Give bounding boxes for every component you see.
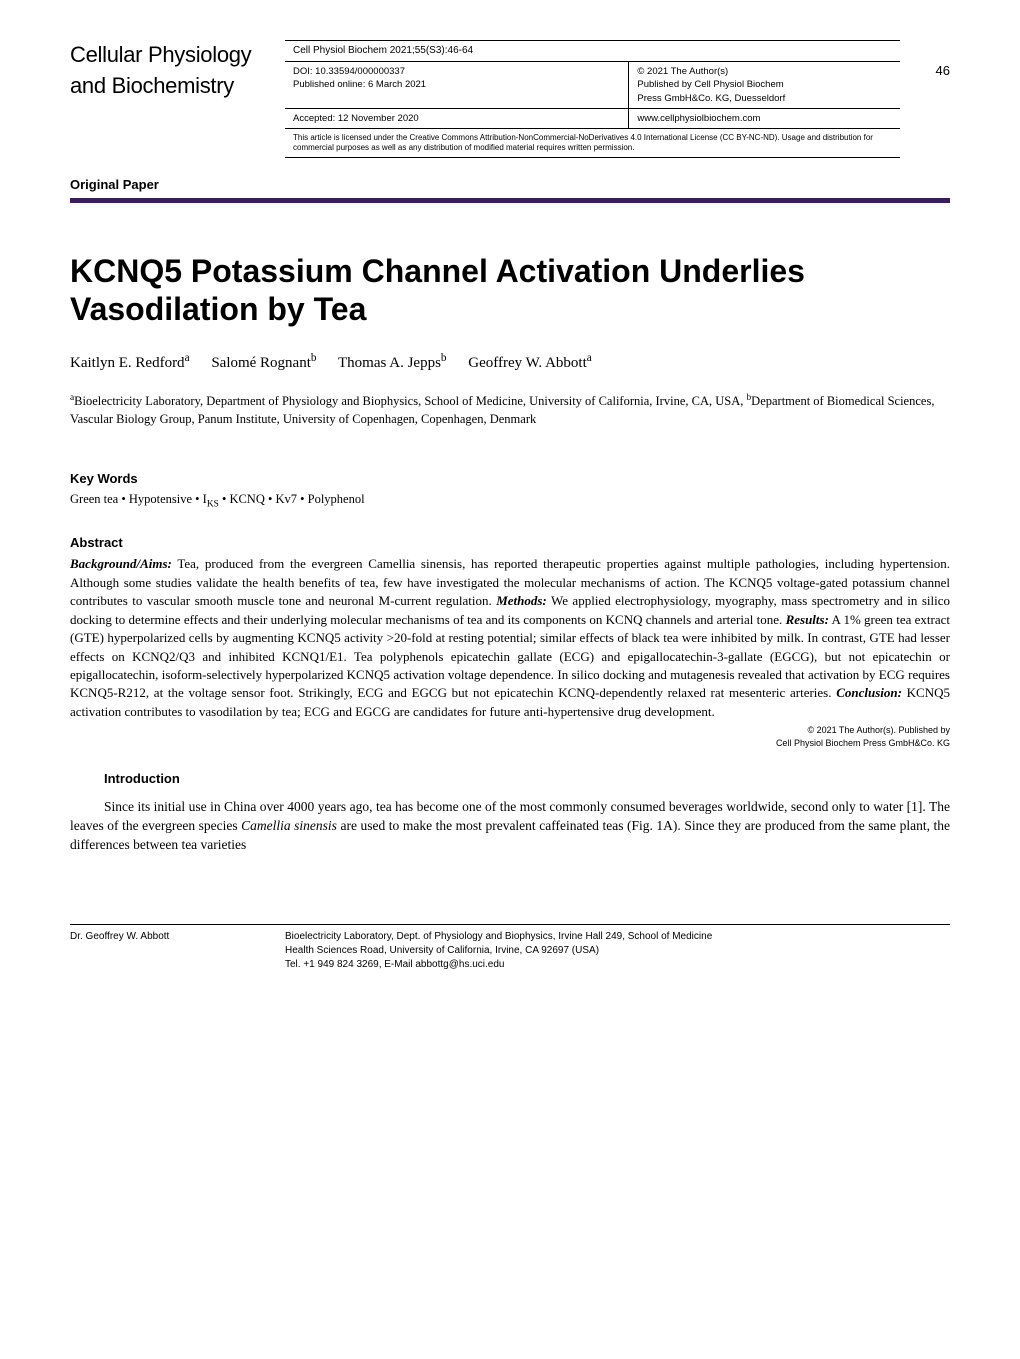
article-title: KCNQ5 Potassium Channel Activation Under… — [70, 253, 950, 329]
license-text: This article is licensed under the Creat… — [285, 129, 900, 158]
journal-name: Cellular Physiology and Biochemistry — [70, 40, 285, 102]
keywords-header: Key Words — [70, 470, 950, 488]
affiliations: aBioelectricity Laboratory, Department o… — [70, 392, 950, 428]
footer-addr-1: Bioelectricity Laboratory, Dept. of Phys… — [285, 930, 950, 944]
author-4: Geoffrey W. Abbott — [468, 355, 586, 371]
author-2: Salomé Rognant — [211, 355, 311, 371]
meta-right-1: © 2021 The Author(s) Published by Cell P… — [629, 62, 900, 108]
page-number: 46 — [900, 40, 950, 80]
author-3: Thomas A. Jepps — [338, 355, 441, 371]
meta-row-2: Accepted: 12 November 2020 www.cellphysi… — [285, 109, 900, 129]
abstract-bg-label: Background/Aims: — [70, 556, 172, 571]
author-4-sup: a — [587, 352, 592, 364]
keywords-post: • KCNQ • Kv7 • Polyphenol — [219, 492, 365, 506]
abstract-body: Background/Aims: Tea, produced from the … — [70, 555, 950, 721]
meta-row-1: DOI: 10.33594/000000337 Published online… — [285, 62, 900, 109]
author-1-sup: a — [185, 352, 190, 364]
affil-text-a: Bioelectricity Laboratory, Department of… — [74, 394, 746, 408]
journal-name-line2: and Biochemistry — [70, 71, 285, 102]
intro-species: Camellia sinensis — [241, 818, 337, 833]
corresponding-author: Dr. Geoffrey W. Abbott — [70, 930, 285, 972]
publisher-line1: Published by Cell Physiol Biochem — [637, 78, 894, 91]
keywords-text: Green tea • Hypotensive • IKS • KCNQ • K… — [70, 491, 950, 512]
accent-bar — [70, 198, 950, 203]
abstract-copyright-2: Cell Physiol Biochem Press GmbH&Co. KG — [776, 738, 950, 748]
citation: Cell Physiol Biochem 2021;55(S3):46-64 — [285, 41, 900, 62]
author-list: Kaitlyn E. Redforda Salomé Rognantb Thom… — [70, 351, 950, 374]
introduction-paragraph: Since its initial use in China over 4000… — [70, 798, 950, 855]
author-2-sup: b — [311, 352, 317, 364]
published-date: Published online: 6 March 2021 — [293, 78, 622, 91]
journal-name-line1: Cellular Physiology — [70, 40, 285, 71]
keywords-sub: KS — [207, 500, 219, 510]
keywords-pre: Green tea • Hypotensive • I — [70, 492, 207, 506]
abstract-results-label: Results: — [786, 612, 829, 627]
page-footer: Dr. Geoffrey W. Abbott Bioelectricity La… — [70, 924, 950, 972]
author-1: Kaitlyn E. Redford — [70, 355, 185, 371]
corresponding-address: Bioelectricity Laboratory, Dept. of Phys… — [285, 930, 950, 972]
footer-addr-3: Tel. +1 949 824 3269, E-Mail abbottg@hs.… — [285, 958, 950, 972]
abstract-copyright: © 2021 The Author(s). Published by Cell … — [70, 724, 950, 749]
abstract-copyright-1: © 2021 The Author(s). Published by — [807, 725, 950, 735]
paper-type-label: Original Paper — [70, 176, 950, 194]
abstract-conclusion-label: Conclusion: — [836, 685, 902, 700]
copyright-authors: © 2021 The Author(s) — [637, 65, 894, 78]
header-row: Cellular Physiology and Biochemistry Cel… — [70, 40, 950, 158]
doi: DOI: 10.33594/000000337 — [293, 65, 622, 78]
introduction-header: Introduction — [104, 770, 950, 788]
abstract-methods-label: Methods: — [496, 593, 547, 608]
publisher-url: www.cellphysiolbiochem.com — [629, 109, 900, 128]
metadata-box: Cell Physiol Biochem 2021;55(S3):46-64 D… — [285, 40, 900, 158]
footer-addr-2: Health Sciences Road, University of Cali… — [285, 944, 950, 958]
meta-left-1: DOI: 10.33594/000000337 Published online… — [285, 62, 629, 108]
accepted-date: Accepted: 12 November 2020 — [285, 109, 629, 128]
publisher-line2: Press GmbH&Co. KG, Duesseldorf — [637, 92, 894, 105]
author-3-sup: b — [441, 352, 447, 364]
abstract-header: Abstract — [70, 534, 950, 552]
